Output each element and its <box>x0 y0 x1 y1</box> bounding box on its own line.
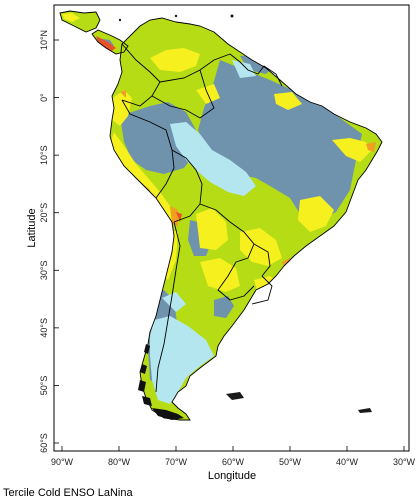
lat-tick-label: 20°S <box>39 203 49 223</box>
lon-tick-label: 40°W <box>336 457 359 467</box>
lon-tick-label: 90°W <box>51 457 74 467</box>
y-axis-title: Latitude <box>26 208 38 247</box>
country-borders <box>59 10 383 421</box>
plot-frame <box>53 4 410 452</box>
lon-tick-label: 70°W <box>165 457 188 467</box>
lon-tick-label: 30°W <box>393 457 416 467</box>
light-cyan-regions <box>150 60 256 404</box>
x-axis-title: Longitude <box>208 470 256 482</box>
lat-tick-label: 10°S <box>39 145 49 165</box>
fjord-coast <box>138 344 184 420</box>
lat-tick-label: 10°N <box>39 30 49 50</box>
lon-tick-label: 60°W <box>222 457 245 467</box>
lat-tick-label: 60°S <box>39 433 49 453</box>
lon-tick-label: 80°W <box>108 457 131 467</box>
islands <box>118 14 372 413</box>
map-caption: Tercile Cold ENSO LaNina <box>3 487 133 499</box>
lat-tick-label: 40°S <box>39 318 49 338</box>
lon-axis: 90°W 80°W 70°W 60°W 50°W 40°W 30°W <box>51 446 416 467</box>
lat-axis: 10°N 0° 10°S 20°S 30°S 40°S 50°S 60°S <box>39 30 59 453</box>
lat-tick-label: 50°S <box>39 376 49 396</box>
lon-tick-label: 50°W <box>279 457 302 467</box>
lat-tick-label: 0° <box>39 93 49 102</box>
lat-tick-label: 30°S <box>39 260 49 280</box>
